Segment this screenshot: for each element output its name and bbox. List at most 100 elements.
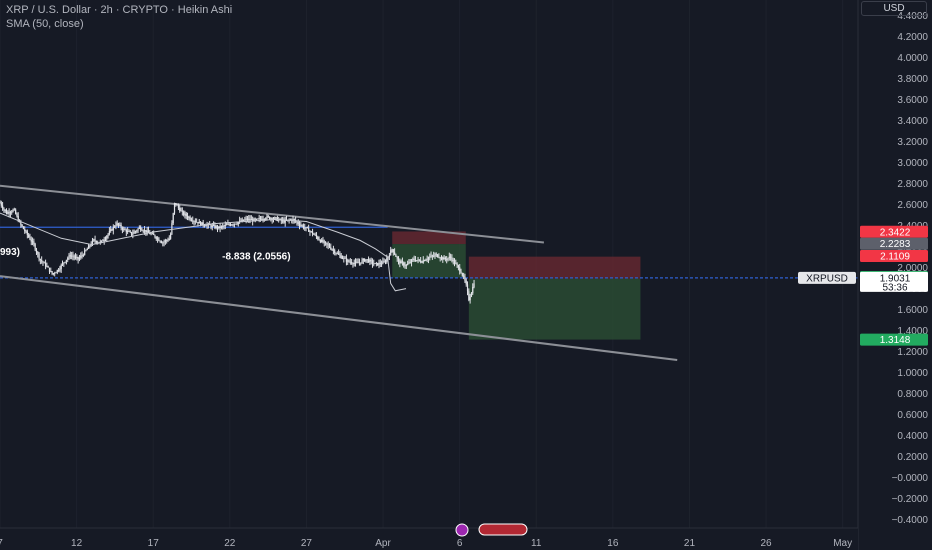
price-tag-7: [860, 333, 928, 346]
candle-body: [442, 257, 444, 260]
candle-body: [68, 255, 70, 259]
candle-body: [140, 227, 142, 231]
candle-body: [304, 227, 306, 229]
position-stop-zone-1: [468, 256, 641, 279]
candle-body: [219, 226, 221, 229]
candle-body: [235, 223, 237, 225]
candle-body: [15, 209, 17, 214]
candle-body: [33, 241, 35, 245]
candle-body: [60, 264, 62, 270]
currency-button[interactable]: USD: [861, 1, 927, 16]
candle-body: [330, 247, 332, 250]
candle-body: [341, 258, 344, 260]
candle-body: [434, 254, 436, 256]
candle-body: [0, 202, 1, 204]
candle-body: [65, 259, 68, 262]
candle-body: [444, 257, 446, 259]
candle-body: [224, 224, 226, 226]
candle-body: [452, 260, 454, 261]
candle-body: [244, 219, 246, 221]
candle-body: [59, 269, 61, 271]
candle-body: [403, 262, 405, 266]
candle-body: [134, 231, 137, 232]
candle-body: [190, 219, 193, 221]
candle-body: [218, 226, 220, 229]
candle-body: [318, 238, 320, 241]
candle-body: [153, 233, 155, 236]
symbol-tag: [798, 271, 856, 284]
candle-body: [37, 252, 39, 254]
candle-body: [38, 253, 40, 259]
candle-body: [175, 202, 177, 205]
event-icon: [455, 523, 469, 537]
candle-body: [220, 226, 222, 229]
candle-body: [35, 249, 38, 253]
candle-body: [308, 227, 310, 232]
price-tag-label-7: 1.3148: [880, 335, 911, 346]
candle-body: [405, 264, 407, 266]
candle-body: [283, 220, 285, 223]
y-tick-label: 3.6000: [897, 95, 928, 106]
candle-body: [106, 235, 108, 239]
candle-body: [156, 238, 159, 240]
candle-body: [361, 260, 363, 264]
candle-body: [50, 271, 52, 272]
candle-body: [382, 261, 384, 264]
candle-body: [205, 225, 207, 227]
candle-body: [374, 263, 376, 265]
channel-line-0: [0, 184, 545, 244]
candle-body: [391, 249, 393, 251]
candle-body: [58, 270, 60, 271]
candle-body: [416, 260, 418, 261]
candle-body: [362, 259, 364, 261]
candle-body: [34, 244, 36, 250]
candle-body: [112, 226, 114, 231]
candle-body: [443, 257, 445, 260]
candle-body: [150, 233, 152, 235]
candle-body: [120, 224, 122, 228]
candle-body: [420, 260, 422, 263]
candle-body: [7, 212, 9, 214]
candle-body: [125, 230, 127, 233]
candle-body: [296, 221, 298, 223]
y-tick-label: 3.0000: [897, 158, 928, 169]
price-tag-2: [860, 250, 928, 263]
candle-body: [22, 226, 25, 230]
candle-body: [339, 254, 341, 256]
candle-body: [261, 218, 263, 220]
indicator-legend[interactable]: SMA (50, close): [6, 18, 84, 30]
economic-events-icon: [478, 523, 528, 536]
candle-body: [71, 255, 73, 257]
x-tick-label: 6: [457, 538, 463, 549]
price-tag-label-2: 2.1109: [880, 252, 910, 263]
chart-annotation-0: 993): [0, 247, 20, 258]
candle-body: [87, 245, 90, 249]
candle-body: [262, 219, 264, 220]
candle-body: [102, 240, 104, 242]
candle-body: [254, 218, 256, 220]
candle-body: [160, 241, 163, 243]
x-tick-label: 21: [684, 538, 696, 549]
candle-body: [236, 223, 238, 225]
candle-body: [199, 221, 202, 226]
candle-body: [248, 218, 250, 220]
candle-body: [335, 253, 337, 254]
candle-body: [145, 230, 147, 233]
candle-body: [47, 266, 49, 268]
candle-body: [117, 223, 120, 226]
candle-body: [78, 257, 81, 260]
candle-body: [0, 202, 2, 206]
symbol-title[interactable]: XRP / U.S. Dollar · 2h · CRYPTO · Heikin…: [6, 4, 233, 16]
candle-body: [9, 212, 12, 214]
candle-body: [188, 217, 190, 219]
candle-body: [233, 223, 236, 225]
candle-body: [216, 226, 219, 229]
candle-body: [370, 259, 372, 261]
candle-body: [397, 258, 400, 261]
candle-body: [373, 263, 375, 265]
candle-body: [138, 227, 140, 229]
candle-body: [100, 240, 103, 242]
y-tick-label: 2.0000: [897, 263, 928, 274]
candle-body: [231, 224, 233, 226]
